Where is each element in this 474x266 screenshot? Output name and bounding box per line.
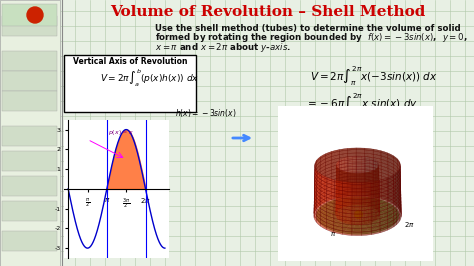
Text: formed by rotating the region bounded by  $f(x) = -3sin(x)$,  $y = 0$,: formed by rotating the region bounded by…	[155, 31, 468, 44]
Text: Use the shell method (tubes) to determine the volume of solid: Use the shell method (tubes) to determin…	[155, 23, 461, 32]
Text: $V = 2\pi\int_{\pi}^{2\pi} x(-3sin(x))\ dx$: $V = 2\pi\int_{\pi}^{2\pi} x(-3sin(x))\ …	[310, 64, 438, 88]
Text: $= -6\pi\int_{\pi}^{2\pi} x\ sin(x)\ dy$: $= -6\pi\int_{\pi}^{2\pi} x\ sin(x)\ dy$	[305, 91, 418, 115]
Text: $x = \pi$ and $x = 2\pi$ about $y$-$axis$.: $x = \pi$ and $x = 2\pi$ about $y$-$axis…	[155, 41, 291, 55]
Bar	[2, 4, 57, 26]
Bar	[2, 51, 57, 71]
Bar	[2, 126, 57, 146]
Bar	[2, 71, 57, 91]
Bar	[0, 0, 60, 266]
Bar	[2, 201, 57, 221]
Bar	[2, 16, 57, 36]
Bar	[2, 231, 57, 251]
Text: Volume of Revolution – Shell Method: Volume of Revolution – Shell Method	[110, 5, 426, 19]
Bar	[2, 151, 57, 171]
Text: $h(x) = -3sin(x)$: $h(x) = -3sin(x)$	[175, 107, 237, 119]
Bar	[2, 91, 57, 111]
Text: $V = 2\pi\int_a^b (p(x)h(x))\ dx$: $V = 2\pi\int_a^b (p(x)h(x))\ dx$	[100, 67, 200, 89]
Text: Vertical Axis of Revolution: Vertical Axis of Revolution	[73, 57, 187, 66]
FancyBboxPatch shape	[64, 55, 196, 112]
Text: $p(x)=x$: $p(x)=x$	[108, 127, 134, 136]
Bar	[2, 176, 57, 196]
Circle shape	[27, 7, 43, 23]
